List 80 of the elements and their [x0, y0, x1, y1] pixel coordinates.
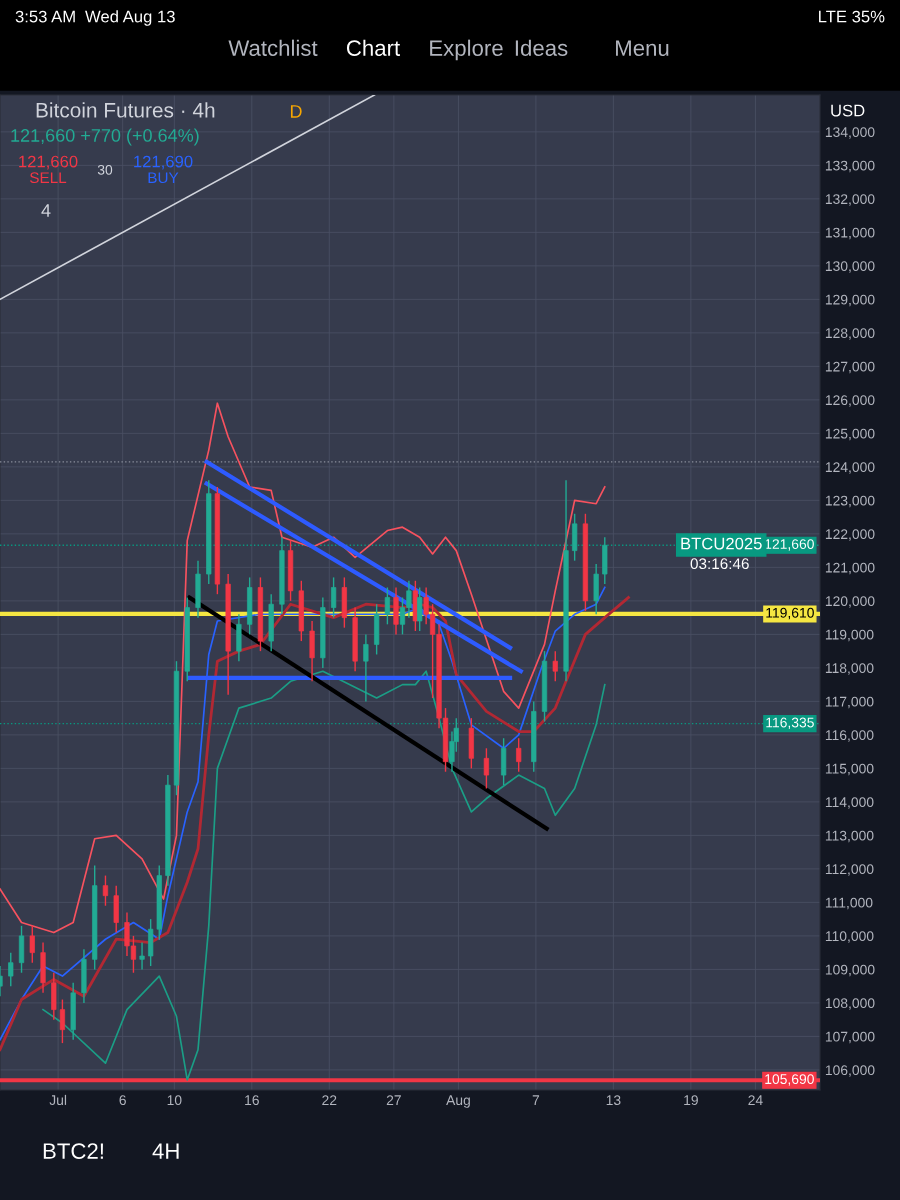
text: 3:53 AM	[15, 10, 75, 23]
y-tick-label: 112,000	[825, 864, 874, 876]
candlestick	[483, 747, 490, 790]
y-tick-label: 115,000	[825, 763, 874, 776]
y-tick-label: 130,000	[825, 261, 875, 273]
annotation: 121,660	[19, 155, 78, 170]
y-tick-label: 114,000	[825, 797, 874, 809]
annotation: BTCU2025	[681, 537, 762, 550]
y-tick-label: 116,000	[825, 730, 874, 742]
candlestick	[384, 586, 391, 626]
y-tick-label: 125,000	[825, 428, 875, 441]
text: USD	[831, 104, 865, 117]
annotation: BUY	[148, 172, 179, 184]
y-tick-label: 126,000	[825, 395, 875, 407]
y-tick-label: 124,000	[825, 462, 875, 474]
text: 4H	[152, 1143, 179, 1159]
annotation: 121,690	[134, 155, 193, 170]
candlestick	[363, 633, 369, 703]
y-tick-label: 110,000	[825, 931, 874, 943]
annotation: SELL	[30, 172, 67, 184]
y-tick-label: 118,000	[825, 663, 874, 675]
ref-line-label: 116,335	[766, 717, 814, 730]
x-tick-label: 19	[684, 1095, 698, 1106]
y-tick-label: 117,000	[825, 696, 874, 709]
y-tick-label: 134,000	[825, 127, 875, 139]
x-tick-label: Aug	[446, 1095, 470, 1108]
text: Ideas	[515, 39, 568, 56]
x-tick-label: 24	[748, 1095, 763, 1105]
candlestick	[516, 737, 522, 773]
candlestick	[59, 998, 66, 1044]
annotation: 30	[97, 164, 113, 175]
text: Explore	[430, 39, 503, 61]
y-tick-label: 122,000	[825, 529, 875, 541]
y-tick-label: 123,000	[825, 495, 875, 508]
candlestick	[102, 874, 109, 907]
x-tick-label: 10	[167, 1095, 182, 1106]
y-tick-label: 132,000	[825, 194, 875, 206]
x-tick-label: 22	[322, 1095, 337, 1105]
line-series	[0, 402, 606, 934]
y-tick-label: 119,000	[825, 629, 874, 642]
annotation: 4	[41, 204, 51, 217]
candlestick	[417, 586, 423, 632]
y-tick-label: 133,000	[825, 160, 875, 173]
y-tick-label: 127,000	[825, 361, 875, 374]
text: 121,660 +770 (+0.64%)	[11, 128, 199, 146]
text: Wed Aug 13	[85, 10, 175, 26]
y-tick-label: 107,000	[825, 1031, 875, 1044]
text: Chart	[346, 39, 401, 56]
x-tick-label: Jul	[49, 1094, 67, 1106]
y-tick-label: 120,000	[825, 596, 875, 608]
x-tick-label: 6	[119, 1095, 126, 1106]
line-series	[42, 670, 606, 1081]
chart-title: Bitcoin Futures · 4h	[36, 102, 215, 118]
text: BTC2!	[43, 1143, 103, 1159]
candlestick	[552, 650, 558, 682]
y-tick-label: 109,000	[825, 964, 875, 977]
y-tick-label: 113,000	[825, 830, 874, 843]
annotation: 03:16:46	[690, 558, 749, 570]
text: Watchlist	[228, 39, 318, 56]
y-tick-label: 111,000	[825, 897, 873, 910]
x-tick-label: 27	[386, 1095, 401, 1105]
y-tick-label: 131,000	[825, 227, 875, 240]
y-tick-label: 108,000	[825, 998, 875, 1010]
ref-line-label: 119,610	[766, 607, 814, 620]
candlestick	[8, 951, 14, 987]
ref-line-label: 121,660	[765, 539, 814, 551]
y-tick-label: 129,000	[825, 294, 875, 307]
y-tick-label: 106,000	[825, 1065, 875, 1077]
annotation: D	[290, 105, 302, 118]
text: LTE 35%	[819, 10, 885, 23]
x-tick-label: 13	[606, 1095, 621, 1106]
x-tick-label: 16	[245, 1095, 259, 1106]
text: Menu	[616, 40, 669, 56]
y-tick-label: 128,000	[825, 328, 875, 340]
candlestick	[29, 925, 35, 964]
candlestick	[139, 941, 145, 971]
ref-line-label: 105,690	[765, 1074, 814, 1086]
x-tick-label: 7	[532, 1095, 540, 1105]
candlestick	[330, 576, 337, 619]
y-tick-label: 121,000	[825, 562, 875, 575]
